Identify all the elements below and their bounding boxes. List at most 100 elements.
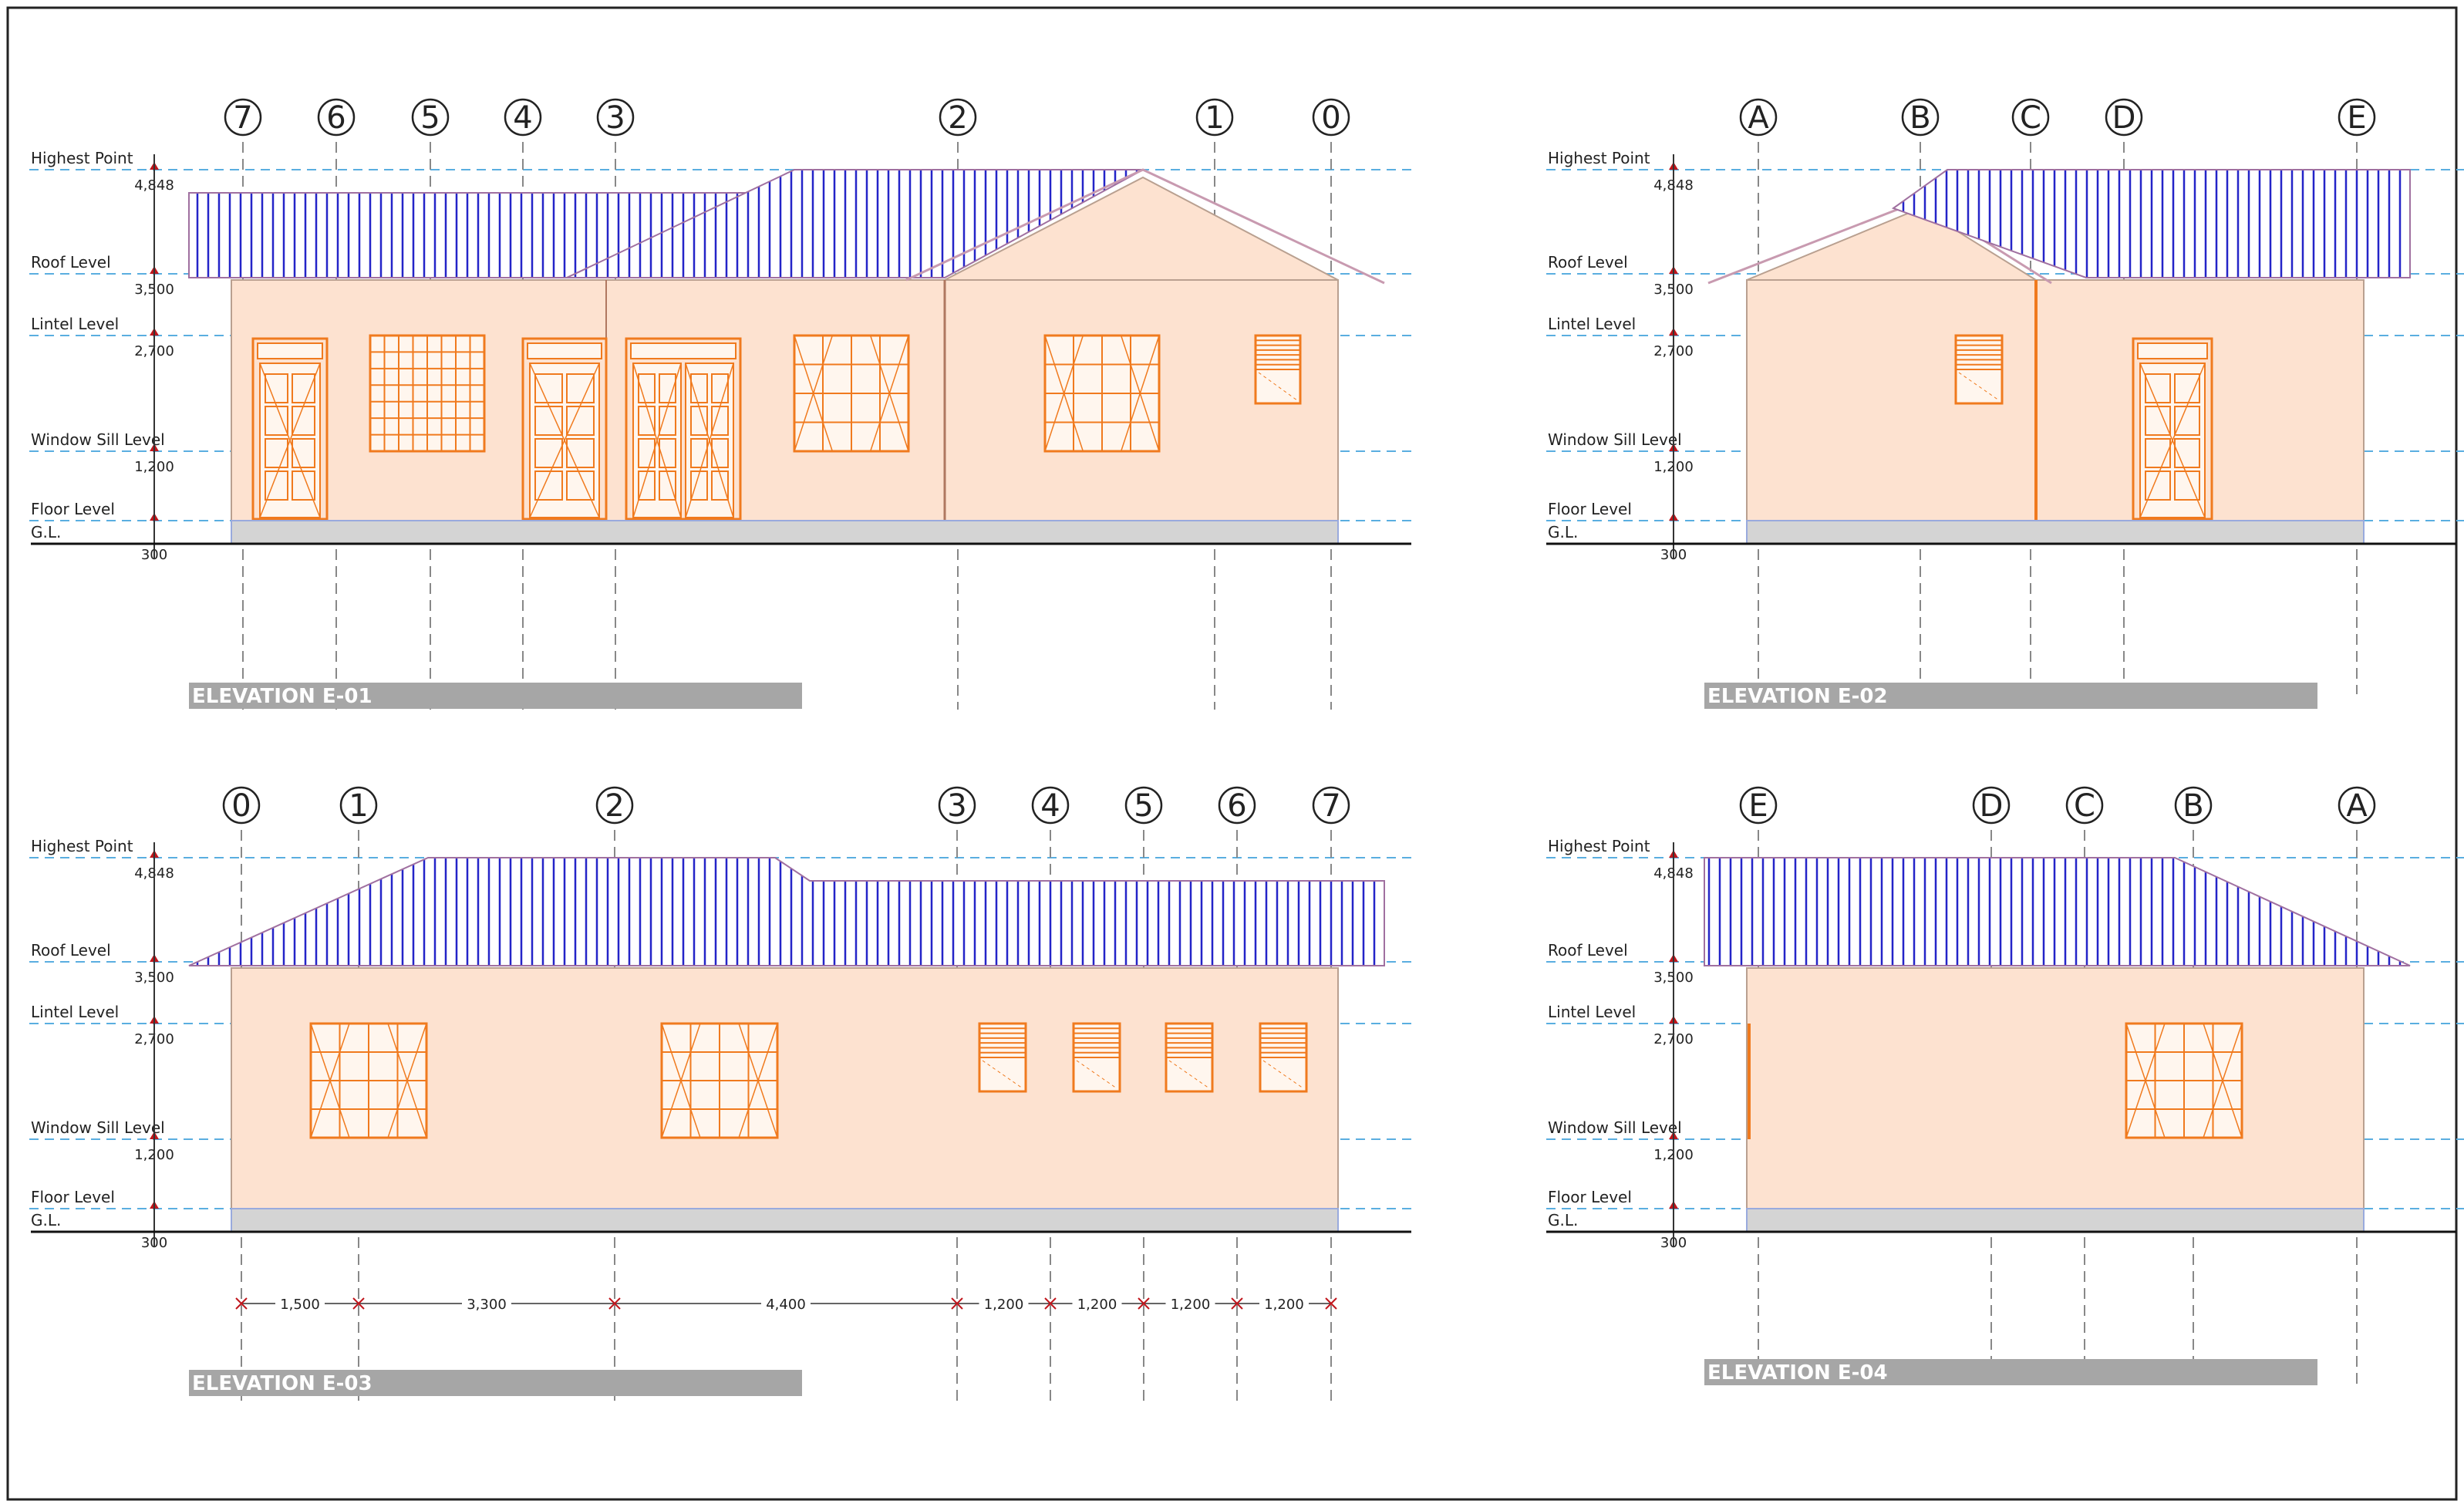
dimension-label-bg [979, 1294, 1029, 1311]
title-bar [189, 683, 802, 709]
elevation-title: ELEVATION E-03 [192, 1372, 372, 1395]
level-label-roof: Roof Level [31, 941, 111, 960]
dimension-value: 1,200 [1264, 1297, 1304, 1313]
door-panel [534, 438, 563, 468]
gable-wall [944, 176, 1339, 281]
grid-label: A [2346, 788, 2368, 824]
grid-bubble [1972, 786, 2011, 825]
dimension-tick [235, 1297, 248, 1310]
grid-label: B [1910, 100, 1930, 136]
grid-label: 2 [948, 100, 967, 136]
grid-bubble [224, 98, 262, 137]
grid-bubble [2338, 98, 2376, 137]
grid-bubble [1739, 98, 1778, 137]
dimension-value: 1,200 [1171, 1297, 1211, 1313]
grid-label: 3 [947, 788, 966, 824]
door-panel [534, 471, 563, 501]
grid-bubble [1031, 786, 1070, 825]
grid-label: 1 [1205, 100, 1224, 136]
door-panel [659, 373, 676, 403]
level-label-floor: Floor Level [31, 500, 115, 518]
door-panel [265, 471, 288, 501]
door-panel [638, 471, 656, 501]
grid-label: 5 [420, 100, 440, 136]
roof [1891, 169, 2411, 278]
door-panel [659, 438, 676, 468]
door-panel [265, 438, 288, 468]
roof [188, 857, 1385, 966]
level-label-highest: Highest Point [1548, 149, 1650, 167]
louvre-opening-mark [1076, 1060, 1117, 1089]
grid-label: E [2347, 100, 2366, 136]
grid-label: 0 [1321, 100, 1340, 136]
level-label-ground: G.L. [1548, 523, 1578, 541]
grid-label: 4 [1040, 788, 1060, 824]
level-label-sill: Window Sill Level [31, 430, 165, 449]
dimension-tick [1325, 1297, 1337, 1310]
door-panel [2145, 438, 2171, 468]
window-opening-mark [1120, 335, 1160, 452]
grid-bubble [504, 98, 542, 137]
door-panel [2174, 471, 2200, 501]
dimension-tick [608, 1297, 621, 1310]
door-frame [2132, 337, 2213, 521]
door-swing-mark [632, 363, 682, 518]
grid-bubble [1739, 786, 1778, 825]
grid-label: 6 [326, 100, 345, 136]
plinth [231, 1208, 1339, 1233]
dimension-label-bg [275, 1294, 325, 1311]
louvre-opening-mark [1168, 1060, 1210, 1089]
dimension-tick [951, 1297, 963, 1310]
dimension-tick [352, 1297, 365, 1310]
level-label-sill: Window Sill Level [1548, 430, 1682, 449]
level-label-highest: Highest Point [31, 149, 133, 167]
level-label-highest: Highest Point [31, 837, 133, 855]
plinth [1746, 520, 2365, 545]
door-panel [292, 438, 315, 468]
louvre-opening-mark [1262, 1060, 1304, 1089]
level-label-floor: Floor Level [1548, 500, 1632, 518]
level-label-lintel: Lintel Level [31, 315, 119, 333]
level-label-roof: Roof Level [1548, 253, 1628, 272]
door-panel [265, 373, 288, 403]
plinth [231, 520, 1339, 545]
dimension-tick [1138, 1297, 1150, 1310]
door-panel [566, 438, 595, 468]
grid-label: C [2020, 100, 2041, 136]
grid-label: 4 [513, 100, 532, 136]
door-panel [711, 471, 729, 501]
grid-bubble [1901, 98, 1940, 137]
level-label-ground: G.L. [31, 1211, 61, 1229]
window-opening-mark [2125, 1023, 2166, 1138]
door-panel [566, 373, 595, 403]
grid-bubble [1218, 786, 1256, 825]
grid-bubble [2105, 98, 2143, 137]
door-panel [566, 471, 595, 501]
wall [1746, 967, 2365, 1209]
sheet-border [6, 6, 2458, 1501]
grid-bubble [2338, 786, 2376, 825]
door-panel [292, 373, 315, 403]
grid-label: C [2074, 788, 2095, 824]
grid-label: A [1748, 100, 1769, 136]
grid-bubble [317, 98, 356, 137]
door-panel [690, 438, 708, 468]
grid-label: D [1980, 788, 2004, 824]
grid-label: E [1748, 788, 1768, 824]
grid-bubble [1312, 786, 1350, 825]
door-panel [690, 471, 708, 501]
wall [1746, 279, 2365, 521]
grid-bubble [938, 786, 976, 825]
window-opening-mark [661, 1023, 701, 1138]
door-frame [625, 337, 742, 521]
grid-label: 5 [1134, 788, 1153, 824]
window-opening-mark [869, 335, 909, 452]
door-panel [638, 438, 656, 468]
door-panel [2174, 373, 2200, 403]
grid-bubble [2174, 786, 2213, 825]
level-label-floor: Floor Level [1548, 1188, 1632, 1206]
door-panel [534, 373, 563, 403]
louvre-opening-mark [1258, 372, 1298, 401]
grid-bubble [1312, 98, 1350, 137]
